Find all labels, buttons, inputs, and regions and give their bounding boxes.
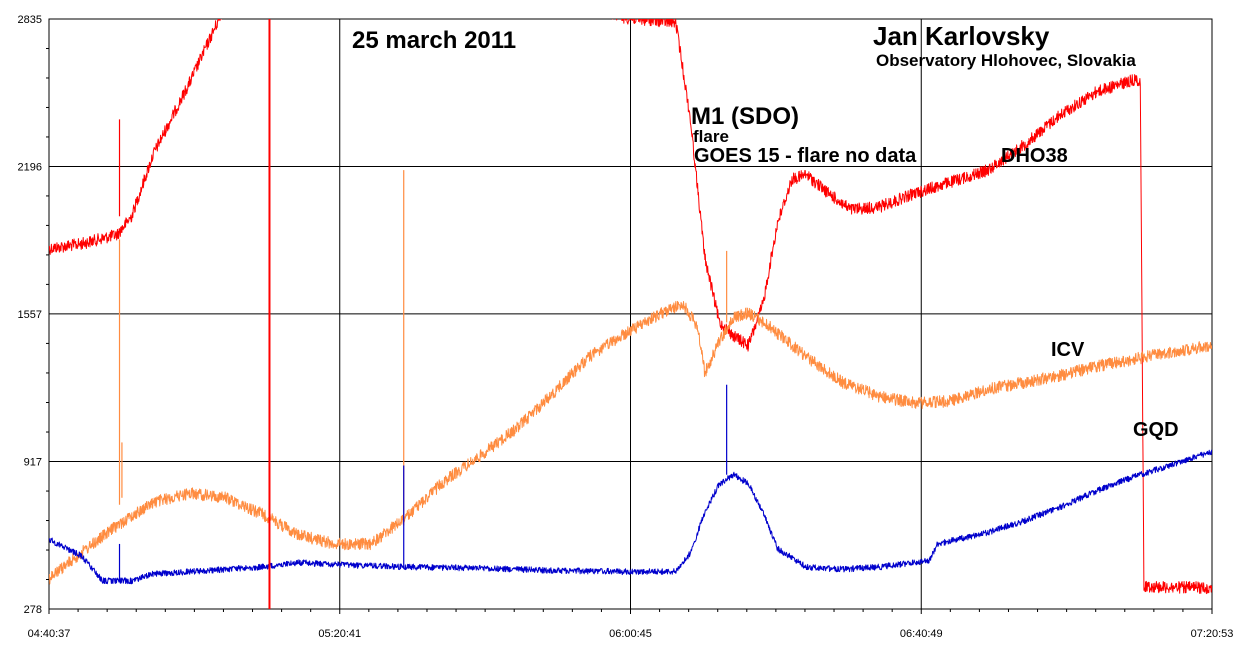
x-tick-label: 06:40:49: [900, 628, 943, 640]
flare-sub-annotation: flare: [693, 127, 729, 146]
series-layer: [49, 19, 1212, 595]
y-axis-tick-labels: 278 917 1557 2196 2835: [18, 14, 42, 616]
series-line-gqd: [49, 449, 1212, 585]
series-line-dho38: [49, 19, 1212, 595]
y-tick-label: 1557: [18, 309, 42, 321]
minor-ticks: [46, 47, 1213, 614]
chart-title: 25 march 2011: [352, 27, 516, 54]
x-tick-label: 07:20:53: [1191, 628, 1234, 640]
y-tick-label: 917: [24, 457, 42, 469]
observatory-label: Observatory Hlohovec, Slovakia: [876, 51, 1136, 70]
x-tick-label: 04:40:37: [28, 628, 71, 640]
series-line-icv: [49, 300, 1212, 585]
y-tick-label: 2835: [18, 14, 42, 26]
series-label-dho38: DHO38: [1001, 145, 1068, 167]
y-tick-label: 278: [24, 604, 42, 616]
series-label-gqd: GQD: [1133, 419, 1179, 441]
series-label-icv: ICV: [1051, 339, 1085, 361]
author-label: Jan Karlovsky: [873, 21, 1050, 51]
y-tick-label: 2196: [18, 161, 42, 173]
flare-title-annotation: M1 (SDO): [691, 103, 799, 130]
goes-note-annotation: GOES 15 - flare no data: [694, 145, 917, 167]
x-tick-label: 06:00:45: [609, 628, 652, 640]
x-tick-label: 05:20:41: [318, 628, 361, 640]
x-axis-tick-labels: 04:40:37 05:20:41 06:00:45 06:40:49 07:20:53: [28, 628, 1234, 640]
grid: [48, 18, 1213, 610]
